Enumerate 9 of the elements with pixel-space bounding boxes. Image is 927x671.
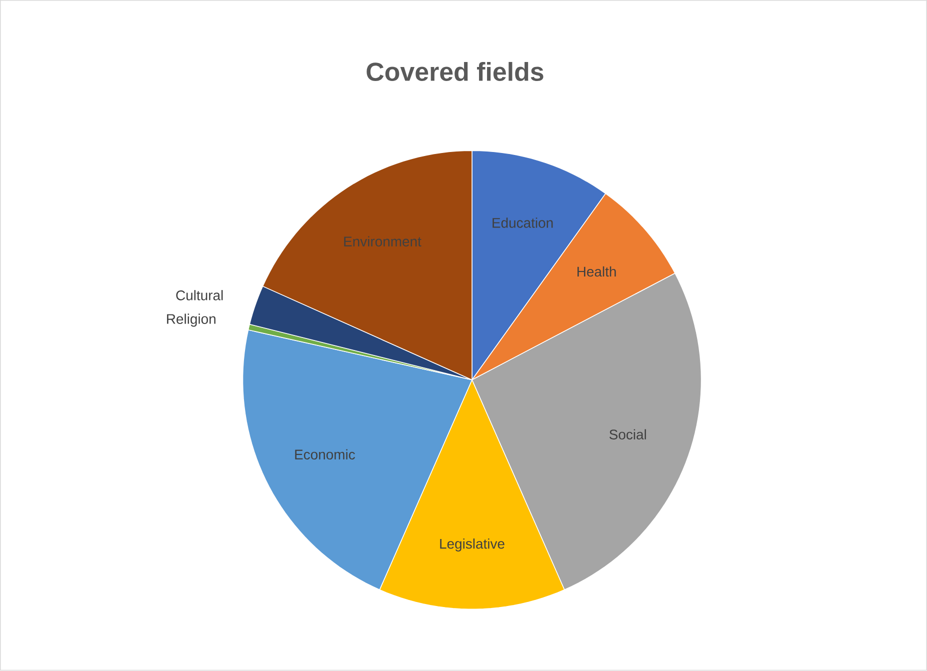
slice-label: Education — [492, 218, 553, 228]
chart-title: Covered fields — [366, 62, 544, 82]
slice-label: Economic — [295, 449, 355, 460]
slice-label: Religion — [167, 314, 216, 327]
slice-label: Cultural — [176, 290, 223, 300]
slice-label: Legislative — [440, 538, 504, 552]
slice-label: Health — [577, 266, 616, 277]
slice-label: Environment — [344, 236, 422, 247]
slice-label: Social — [609, 429, 646, 440]
